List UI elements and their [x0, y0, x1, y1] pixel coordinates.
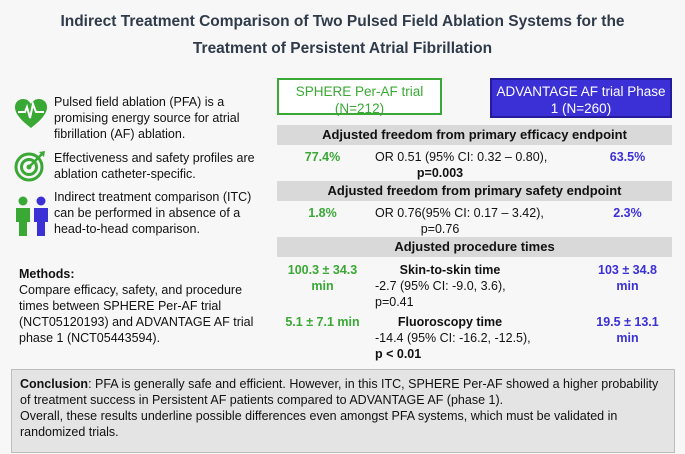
methods-text: Compare efficacy, safety, and procedure … — [19, 283, 254, 345]
trial-box: SPHERE Per-AF trial (N=212) — [277, 78, 442, 116]
sphere-value: 100.3 ± 34.3 min — [287, 263, 358, 293]
conclusion-label: Conclusion — [20, 377, 89, 391]
advantage-value: 19.5 ± 13.1 min — [596, 315, 659, 345]
section-header: Adjusted procedure times — [277, 237, 672, 257]
section-header: Adjusted freedom from primary safety end… — [277, 181, 672, 201]
advantage-value: 2.3% — [613, 206, 642, 220]
key-point: Pulsed field ablation (PFA) is a promisi… — [54, 95, 240, 141]
conclusion-text: : PFA is generally safe and efficient. H… — [20, 377, 659, 407]
advantage-value: 103 ± 34.8 min — [598, 263, 657, 293]
p-value: p=0.41 — [375, 295, 414, 309]
statistic: OR 0.51 (95% CI: 0.32 – 0.80), — [375, 150, 548, 164]
conclusion-box: Conclusion: PFA is generally safe and ef… — [11, 369, 675, 453]
p-value: p=0.003 — [416, 166, 464, 180]
advantage-value: 63.5% — [609, 150, 646, 164]
title: Indirect Treatment Comparison of Two Pul… — [60, 13, 625, 57]
key-point: Effectiveness and safety profiles are ab… — [54, 151, 255, 181]
heart-icon — [15, 99, 47, 128]
people-icon — [16, 196, 48, 236]
statistic: -14.4 (95% CI: -16.2, -12.5), — [375, 331, 531, 345]
key-point: Indirect treatment comparison (ITC) can … — [54, 190, 252, 236]
measure-label: Skin-to-skin time — [399, 263, 501, 277]
trial-box: ADVANTAGE AF trial Phase 1 (N=260) — [490, 78, 672, 118]
p-value: p < 0.01 — [375, 347, 422, 361]
sphere-value: 5.1 ± 7.1 min — [285, 315, 360, 329]
target-icon — [14, 151, 45, 182]
statistic: -2.7 (95% CI: -9.0, 3.6), — [375, 279, 506, 293]
conclusion-text: Overall, these results underline possibl… — [20, 409, 618, 439]
conclusion-paragraph: Conclusion: PFA is generally safe and ef… — [20, 376, 666, 408]
p-value: p=0.76 — [420, 222, 460, 236]
statistic: OR 0.76(95% CI: 0.17 – 3.42), — [375, 206, 544, 220]
sphere-value: 1.8% — [308, 206, 337, 220]
methods-label: Methods: — [19, 267, 75, 281]
measure-label: Fluoroscopy time — [397, 315, 503, 329]
sphere-value: 77.4% — [304, 150, 341, 164]
section-header: Adjusted freedom from primary efficacy e… — [277, 125, 672, 145]
